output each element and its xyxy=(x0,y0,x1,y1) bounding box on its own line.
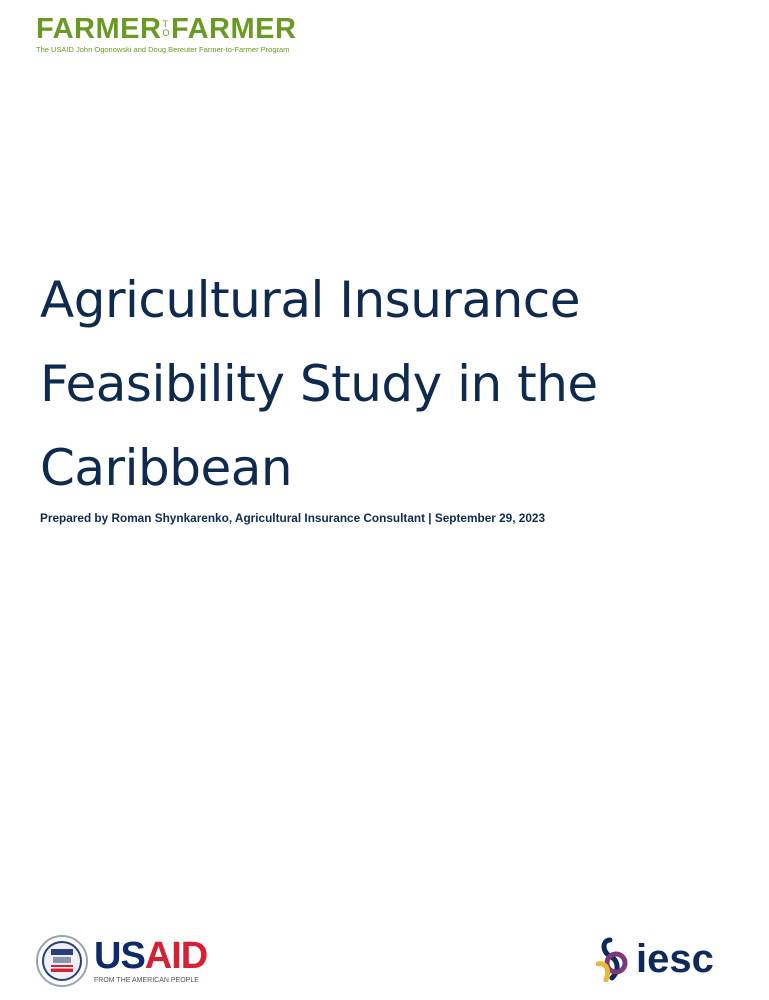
title-line: Feasibility Study in the xyxy=(40,355,598,413)
title-line: Caribbean xyxy=(40,439,293,497)
author-date-byline: Prepared by Roman Shynkarenko, Agricultu… xyxy=(40,511,546,525)
usaid-us: US xyxy=(94,935,146,977)
logo-right-word: FARMER xyxy=(170,13,297,45)
farmer-to-farmer-logo: FARMER T O FARMER The USAID John Ogonows… xyxy=(36,14,296,54)
logo-to: T O xyxy=(162,19,170,38)
iesc-logo: iesc xyxy=(596,936,714,982)
iesc-symbol-icon xyxy=(596,937,628,982)
logo-left-word: FARMER xyxy=(36,13,162,45)
iesc-wordmark: iesc xyxy=(636,936,714,981)
title-line: Agricultural Insurance xyxy=(40,271,581,329)
usaid-aid: AID xyxy=(144,935,208,977)
logo-subtitle: The USAID John Ogonowski and Doug Bereut… xyxy=(36,45,290,54)
usaid-seal-icon xyxy=(36,935,88,987)
usaid-logo: USAID FROM THE AMERICAN PEOPLE xyxy=(36,935,208,987)
document-title: Agricultural Insurance Feasibility Study… xyxy=(40,258,740,510)
usaid-tagline: FROM THE AMERICAN PEOPLE xyxy=(94,977,199,984)
